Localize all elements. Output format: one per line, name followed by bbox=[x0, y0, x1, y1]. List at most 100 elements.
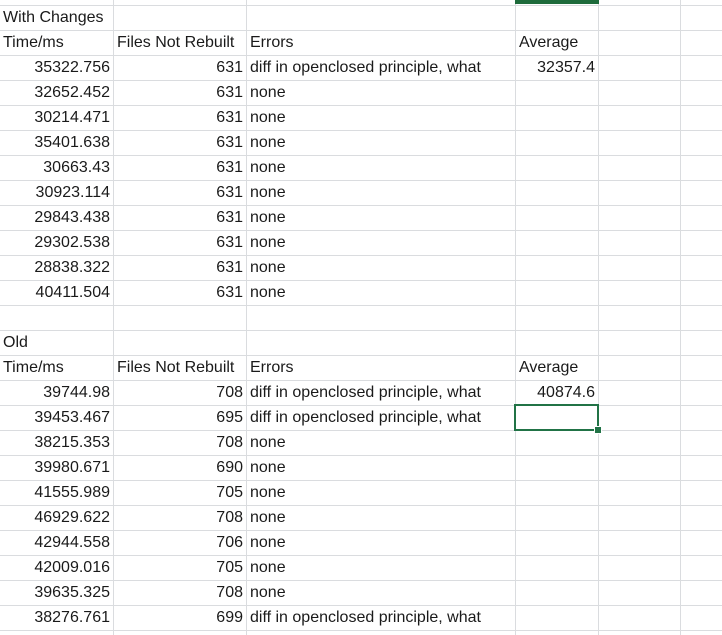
row-divider bbox=[0, 530, 722, 531]
row-divider bbox=[0, 105, 722, 106]
cell-time[interactable]: 29302.538 bbox=[34, 234, 110, 251]
cell-files[interactable]: 699 bbox=[216, 609, 243, 626]
cell-time[interactable]: 39453.467 bbox=[34, 409, 110, 426]
cell-files[interactable]: 708 bbox=[216, 434, 243, 451]
cell-time[interactable]: 35401.638 bbox=[34, 134, 110, 151]
cell-time[interactable]: 42009.016 bbox=[34, 559, 110, 576]
cell-errors[interactable]: none bbox=[250, 234, 286, 251]
cell-files[interactable]: 695 bbox=[216, 409, 243, 426]
cell-errors[interactable]: none bbox=[250, 509, 286, 526]
cell-errors[interactable]: none bbox=[250, 184, 286, 201]
row-divider bbox=[0, 555, 722, 556]
cell-files[interactable]: 706 bbox=[216, 534, 243, 551]
row-divider bbox=[0, 55, 722, 56]
cell-time[interactable]: 32652.452 bbox=[34, 84, 110, 101]
cell-time[interactable]: 35322.756 bbox=[34, 59, 110, 76]
cell-time[interactable]: 30923.114 bbox=[35, 184, 110, 201]
row-divider bbox=[0, 455, 722, 456]
cell-errors[interactable]: none bbox=[250, 134, 286, 151]
header-files-not-rebuilt[interactable]: Files Not Rebuilt bbox=[117, 359, 235, 376]
cell-errors[interactable]: none bbox=[250, 534, 286, 551]
fill-handle[interactable] bbox=[594, 426, 602, 434]
cell-files[interactable]: 705 bbox=[216, 484, 243, 501]
cell-errors[interactable]: none bbox=[250, 434, 286, 451]
row-divider bbox=[0, 380, 722, 381]
cell-files[interactable]: 631 bbox=[216, 159, 243, 176]
cell-time[interactable]: 39980.671 bbox=[34, 459, 110, 476]
header-errors[interactable]: Errors bbox=[250, 359, 294, 376]
cell-files[interactable]: 631 bbox=[216, 134, 243, 151]
cell-files[interactable]: 631 bbox=[216, 184, 243, 201]
cell-files[interactable]: 690 bbox=[216, 459, 243, 476]
cell-files[interactable]: 631 bbox=[216, 84, 243, 101]
cell-files[interactable]: 631 bbox=[216, 284, 243, 301]
row-divider bbox=[0, 480, 722, 481]
section-title[interactable]: With Changes bbox=[3, 9, 104, 26]
column-divider bbox=[680, 0, 681, 635]
cell-errors[interactable]: none bbox=[250, 159, 286, 176]
row-divider bbox=[0, 430, 722, 431]
section-title[interactable]: Old bbox=[3, 334, 28, 351]
header-average[interactable]: Average bbox=[519, 359, 579, 376]
row-divider bbox=[0, 80, 722, 81]
cell-time[interactable]: 38215.353 bbox=[34, 434, 110, 451]
cell-files[interactable]: 708 bbox=[216, 509, 243, 526]
cell-files[interactable]: 705 bbox=[216, 559, 243, 576]
cell-errors[interactable]: none bbox=[250, 284, 286, 301]
cell-time[interactable]: 42944.558 bbox=[34, 534, 110, 551]
cell-time[interactable]: 28838.322 bbox=[34, 259, 110, 276]
cell-time[interactable]: 30214.471 bbox=[34, 109, 110, 126]
header-time[interactable]: Time/ms bbox=[3, 34, 64, 51]
selected-cell[interactable] bbox=[514, 404, 599, 431]
cell-errors[interactable]: none bbox=[250, 84, 286, 101]
cell-files[interactable]: 631 bbox=[216, 234, 243, 251]
cell-errors[interactable]: none bbox=[250, 259, 286, 276]
cell-time[interactable]: 41555.989 bbox=[34, 484, 110, 501]
cell-time[interactable]: 39635.325 bbox=[34, 584, 110, 601]
column-divider bbox=[246, 0, 247, 635]
column-divider bbox=[515, 0, 516, 635]
cell-files[interactable]: 631 bbox=[216, 259, 243, 276]
header-average[interactable]: Average bbox=[519, 34, 579, 51]
cell-files[interactable]: 708 bbox=[216, 584, 243, 601]
cell-errors[interactable]: diff in openclosed principle, what bbox=[250, 59, 481, 76]
cell-files[interactable]: 631 bbox=[216, 59, 243, 76]
cell-time[interactable]: 39744.98 bbox=[43, 384, 110, 401]
cell-errors[interactable]: none bbox=[250, 484, 286, 501]
cell-time[interactable]: 46929.622 bbox=[34, 509, 110, 526]
cell-errors[interactable]: none bbox=[250, 209, 286, 226]
row-divider bbox=[0, 230, 722, 231]
cell-average-value[interactable]: 32357.4 bbox=[537, 59, 595, 76]
cell-errors[interactable]: diff in openclosed principle, what bbox=[250, 609, 481, 626]
cell-average-value[interactable]: 40874.6 bbox=[537, 384, 595, 401]
cell-errors[interactable]: diff in openclosed principle, what bbox=[250, 384, 481, 401]
cell-errors[interactable]: none bbox=[250, 109, 286, 126]
header-errors[interactable]: Errors bbox=[250, 34, 294, 51]
cell-files[interactable]: 631 bbox=[216, 209, 243, 226]
header-time[interactable]: Time/ms bbox=[3, 359, 64, 376]
cell-errors[interactable]: none bbox=[250, 459, 286, 476]
row-divider bbox=[0, 580, 722, 581]
cell-errors[interactable]: diff in openclosed principle, what bbox=[250, 409, 481, 426]
row-divider bbox=[0, 305, 722, 306]
column-divider bbox=[598, 0, 599, 635]
active-column-marker bbox=[515, 0, 599, 4]
row-divider bbox=[0, 630, 722, 631]
row-divider bbox=[0, 155, 722, 156]
row-divider bbox=[0, 205, 722, 206]
cell-files[interactable]: 708 bbox=[216, 384, 243, 401]
cell-time[interactable]: 29843.438 bbox=[34, 209, 110, 226]
cell-time[interactable]: 30663.43 bbox=[43, 159, 110, 176]
row-divider bbox=[0, 130, 722, 131]
cell-errors[interactable]: none bbox=[250, 584, 286, 601]
cell-errors[interactable]: none bbox=[250, 559, 286, 576]
row-divider bbox=[0, 405, 722, 406]
cell-files[interactable]: 631 bbox=[216, 109, 243, 126]
row-divider bbox=[0, 355, 722, 356]
cell-time[interactable]: 40411.504 bbox=[35, 284, 110, 301]
row-divider bbox=[0, 280, 722, 281]
header-files-not-rebuilt[interactable]: Files Not Rebuilt bbox=[117, 34, 235, 51]
row-divider bbox=[0, 505, 722, 506]
cell-time[interactable]: 38276.761 bbox=[34, 609, 110, 626]
